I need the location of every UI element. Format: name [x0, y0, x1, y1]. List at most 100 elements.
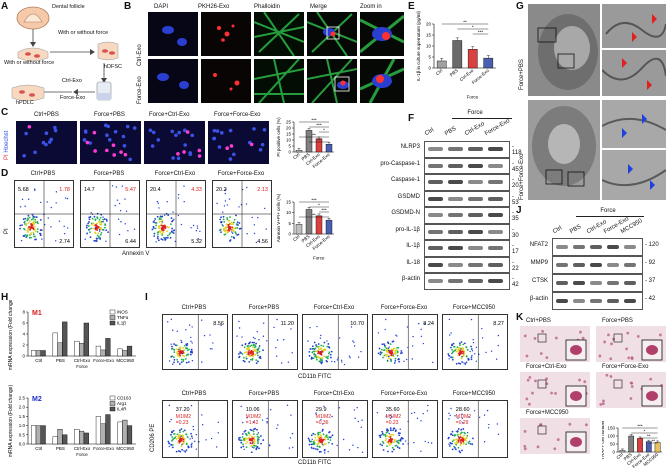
y-tick-label: 0.5	[19, 432, 26, 437]
flow-event	[463, 362, 465, 364]
y-tick-label: 10	[426, 44, 432, 49]
flow-event	[390, 359, 392, 361]
blue-nucleus	[176, 156, 181, 161]
flow-event	[251, 341, 254, 344]
blot-band	[607, 299, 619, 303]
flow-event	[180, 361, 183, 364]
bar-tnfα	[78, 343, 85, 357]
flow-event	[331, 360, 333, 363]
blot-kda: - 45	[512, 160, 519, 173]
flow-event	[121, 185, 124, 187]
j-group-line	[576, 216, 644, 217]
flow-event	[448, 358, 450, 360]
flow-event	[469, 440, 471, 442]
flow-event	[185, 449, 188, 451]
roi-box	[537, 333, 547, 343]
flow-event	[322, 433, 325, 436]
blot-row-label: pro-Caspase-1	[380, 160, 420, 167]
blue-nucleus	[49, 137, 54, 142]
flow-event	[424, 440, 426, 443]
flow-event	[229, 216, 231, 218]
flow-event	[186, 343, 189, 345]
flow-event	[252, 421, 254, 423]
bar-tnfα	[57, 342, 63, 357]
flow-event	[392, 354, 395, 356]
blot-band	[428, 229, 443, 234]
flow-event	[28, 236, 31, 239]
trap-svg	[599, 373, 664, 407]
flow-event	[327, 441, 330, 444]
roi-box	[613, 379, 623, 389]
flow-event	[354, 417, 356, 420]
lane-label: Ctrl	[552, 225, 564, 236]
bar-cd163	[31, 425, 37, 445]
flow-event	[323, 341, 326, 344]
bar-arg1	[122, 419, 128, 445]
flow-event	[386, 428, 389, 431]
trap-cell	[541, 329, 545, 333]
flow-event	[448, 436, 450, 439]
flow-event	[318, 445, 321, 448]
flow-event	[231, 226, 233, 229]
flow-event	[236, 227, 239, 229]
flow-event	[196, 227, 199, 229]
flow-event	[399, 432, 401, 435]
blot-band	[556, 281, 568, 285]
flow-event	[250, 349, 253, 352]
flow-event	[450, 433, 453, 435]
flow-event	[495, 358, 498, 360]
blot-kda: - 42	[645, 296, 656, 302]
flow-event	[181, 352, 183, 355]
y-tick-label: 4	[22, 332, 25, 337]
gate-value: 8.27	[493, 321, 504, 327]
flow-event	[157, 239, 160, 242]
flow-event	[314, 433, 316, 436]
blot-band	[448, 213, 463, 218]
flow-event	[462, 421, 464, 424]
y-tick-label: 10	[286, 138, 292, 143]
flow-event	[322, 345, 325, 348]
trap-svg	[523, 422, 588, 453]
flow-event	[331, 415, 333, 418]
f-blot: NLRP3- 118 pro-Caspase-1- 45 Caspase-1- 20…	[370, 140, 522, 290]
x-tick-label: PBS	[56, 446, 65, 451]
flow-event	[191, 360, 194, 362]
flow-event	[158, 217, 161, 219]
flow-event	[469, 350, 471, 353]
blot-band	[428, 196, 443, 201]
flow-event	[181, 448, 183, 451]
ratio-label: M1/M2	[176, 414, 192, 420]
flow-event	[94, 219, 97, 222]
flow-event	[250, 429, 253, 432]
flow-event	[394, 357, 397, 360]
flow-event	[242, 445, 245, 448]
trap-cell	[649, 377, 653, 381]
y-tick-label: 0	[288, 150, 291, 155]
trap-cell	[545, 377, 548, 381]
flow-event	[420, 420, 422, 422]
blue-nucleus	[177, 130, 181, 135]
flow-event	[176, 358, 179, 361]
flow-event	[394, 349, 397, 352]
blue-nucleus	[174, 133, 178, 138]
flow-event	[450, 407, 452, 410]
flow-event	[153, 232, 156, 235]
flow-event	[258, 350, 261, 353]
legend-swatch	[109, 320, 116, 326]
flow-event	[270, 409, 272, 411]
roi-box	[537, 425, 547, 435]
flow-event	[220, 231, 222, 234]
flow-event	[196, 225, 199, 227]
flow-event	[166, 237, 169, 239]
flow-event	[424, 323, 426, 325]
flow-event	[389, 414, 392, 417]
pi-positive-cell	[197, 148, 202, 153]
blue-nucleus	[150, 144, 155, 148]
blot-strip	[424, 256, 510, 273]
flow-event	[216, 202, 218, 205]
flow-event	[381, 348, 383, 351]
i-xaxis-label-1: CD11b FITC	[298, 374, 332, 380]
flow-event	[226, 218, 229, 221]
flow-event	[324, 348, 327, 351]
flow-event	[326, 340, 328, 342]
